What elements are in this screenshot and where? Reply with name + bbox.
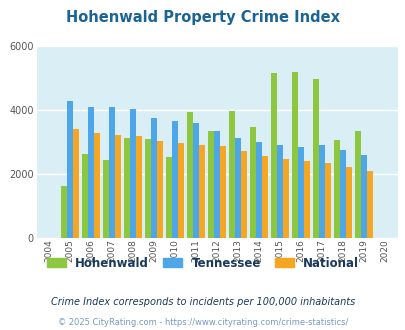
Bar xyxy=(220,147,226,238)
Bar xyxy=(145,139,151,238)
Text: Crime Index corresponds to incidents per 100,000 inhabitants: Crime Index corresponds to incidents per… xyxy=(51,297,354,307)
Bar xyxy=(67,101,73,238)
Bar xyxy=(360,155,366,238)
Bar xyxy=(130,109,136,238)
Bar xyxy=(82,154,88,238)
Bar xyxy=(318,145,324,238)
Bar xyxy=(103,160,109,238)
Bar xyxy=(303,161,309,238)
Bar xyxy=(229,111,235,238)
Bar xyxy=(334,140,339,238)
Bar xyxy=(366,171,372,238)
Legend: Hohenwald, Tennessee, National: Hohenwald, Tennessee, National xyxy=(47,257,358,270)
Bar xyxy=(214,131,220,238)
Bar xyxy=(298,147,303,238)
Bar xyxy=(354,131,360,238)
Bar xyxy=(109,108,115,238)
Bar xyxy=(262,156,267,238)
Bar xyxy=(61,186,67,238)
Bar xyxy=(88,107,94,238)
Bar xyxy=(292,72,298,238)
Bar xyxy=(234,138,241,238)
Bar xyxy=(271,73,277,238)
Bar xyxy=(313,79,318,238)
Bar xyxy=(124,138,130,238)
Bar xyxy=(136,137,142,238)
Bar xyxy=(208,131,214,238)
Bar xyxy=(73,129,79,238)
Bar xyxy=(115,135,121,238)
Bar xyxy=(345,167,351,238)
Bar xyxy=(193,123,198,238)
Text: © 2025 CityRating.com - https://www.cityrating.com/crime-statistics/: © 2025 CityRating.com - https://www.city… xyxy=(58,318,347,327)
Bar xyxy=(250,127,256,238)
Bar xyxy=(282,159,288,238)
Bar xyxy=(94,133,100,238)
Bar xyxy=(339,149,345,238)
Bar xyxy=(157,141,162,238)
Bar xyxy=(172,121,178,238)
Bar xyxy=(241,151,246,238)
Text: Hohenwald Property Crime Index: Hohenwald Property Crime Index xyxy=(66,10,339,25)
Bar xyxy=(187,112,193,238)
Bar xyxy=(256,142,262,238)
Bar xyxy=(178,144,183,238)
Bar xyxy=(166,156,172,238)
Bar xyxy=(277,145,282,238)
Bar xyxy=(198,146,205,238)
Bar xyxy=(324,163,330,238)
Bar xyxy=(151,118,157,238)
